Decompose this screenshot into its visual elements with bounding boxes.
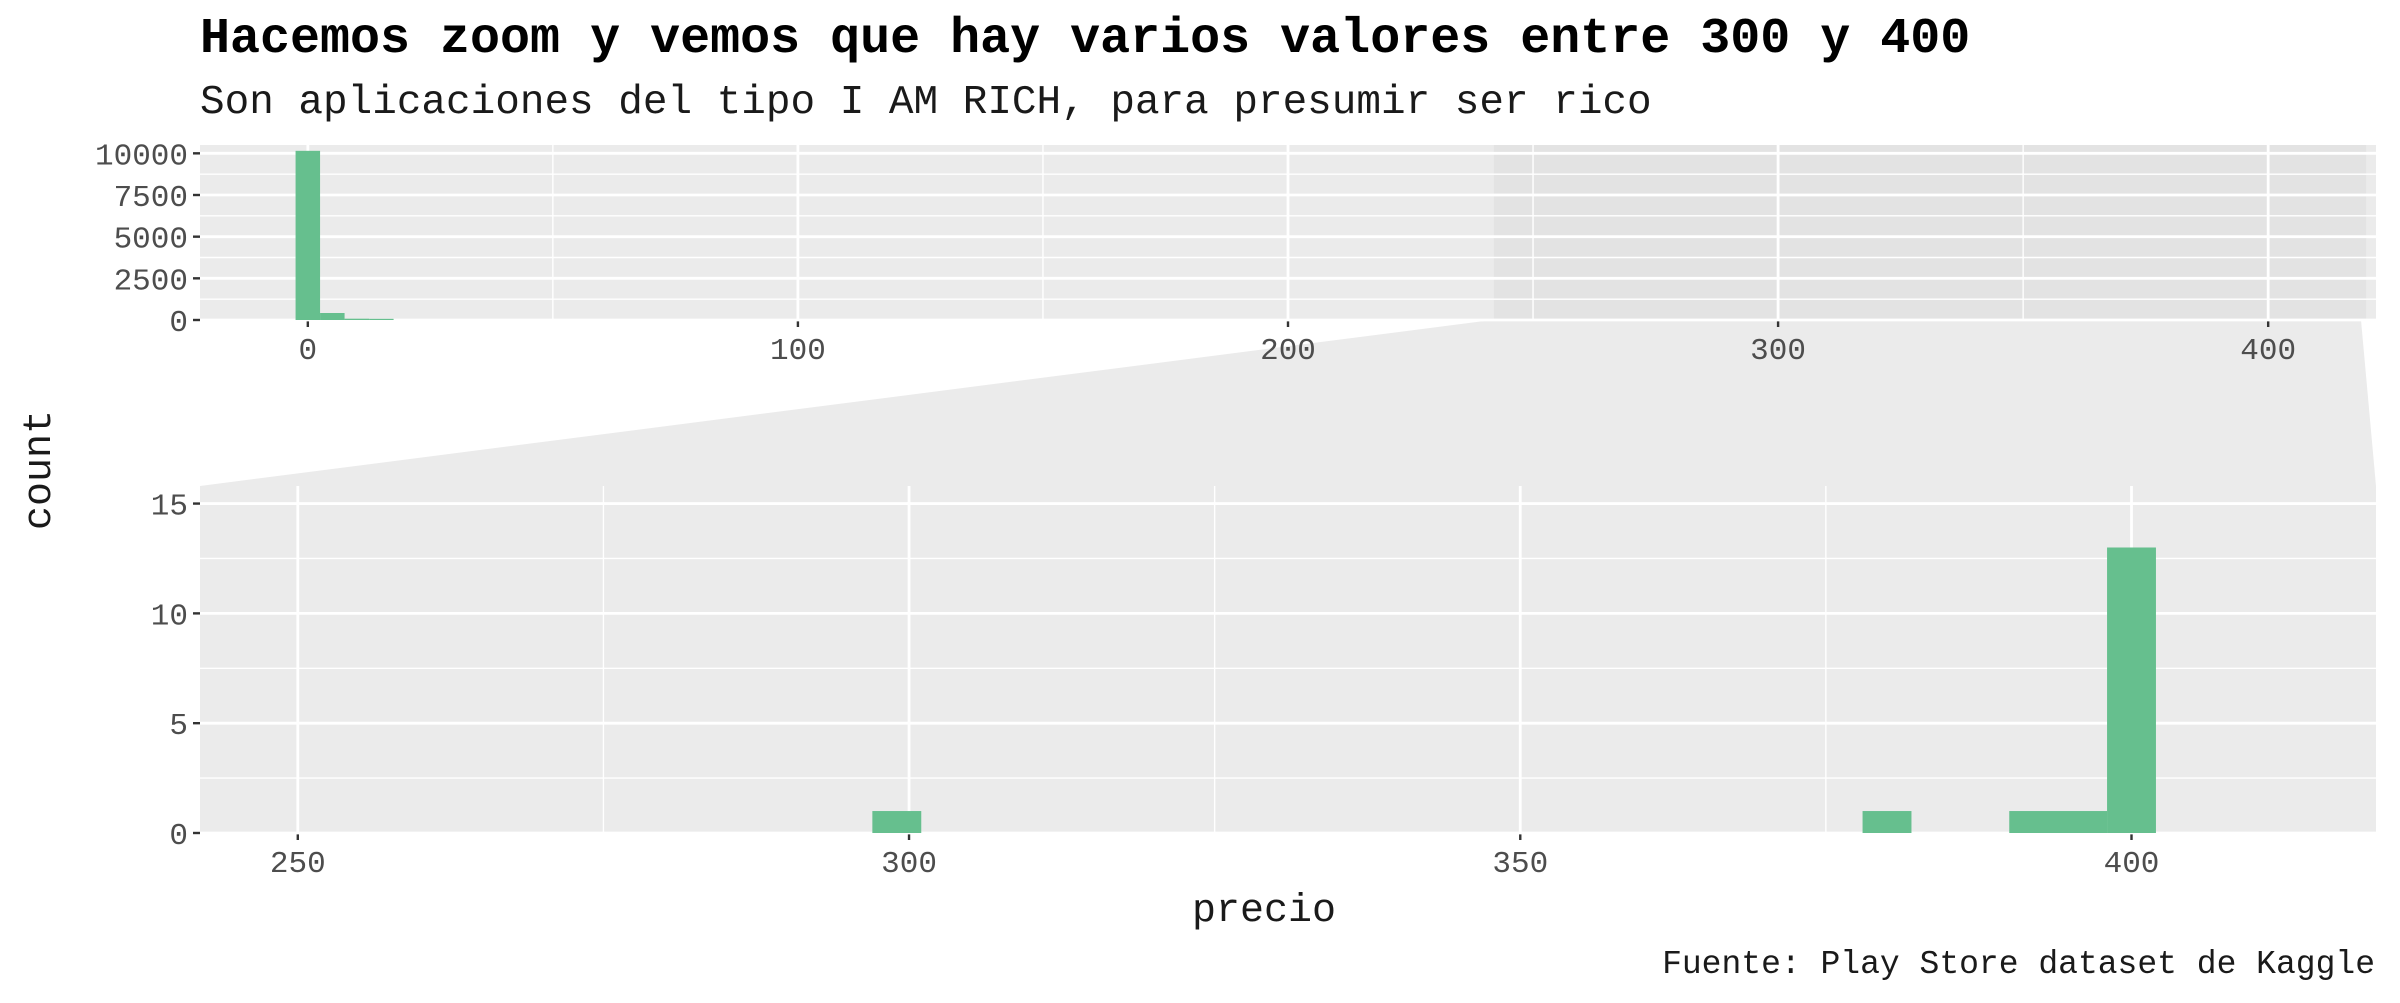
zoom-y-tick-label: 5 [169, 709, 188, 744]
zoom-bar [872, 811, 922, 833]
overview-x-tick-label: 300 [1750, 334, 1806, 369]
zoom-x-tick-label: 250 [270, 847, 326, 882]
zoom-x-tick-label: 300 [881, 847, 937, 882]
overview-zoom-highlight [1493, 145, 2367, 320]
zoom-connector [200, 320, 2376, 486]
overview-y-tick-label: 2500 [114, 264, 188, 299]
zoom-x-tick-label: 400 [2104, 847, 2160, 882]
chart-title: Hacemos zoom y vemos que hay varios valo… [200, 11, 1970, 68]
overview-y-tick-label: 10000 [95, 139, 188, 174]
zoom-panel: 250 300 350 400 0 5 10 15 [151, 486, 2376, 882]
overview-x-tick-label: 0 [299, 334, 318, 369]
zoom-bar [2107, 547, 2156, 833]
overview-bar [295, 150, 321, 320]
overview-y-tick-label: 5000 [114, 223, 188, 258]
chart-subtitle: Son aplicaciones del tipo I AM RICH, par… [200, 80, 1652, 126]
x-axis-title: precio [1192, 889, 1336, 934]
zoom-y-tick-label: 0 [169, 819, 188, 854]
overview-y-tick-label: 7500 [114, 181, 188, 216]
overview-x-tick-label: 200 [1260, 334, 1316, 369]
y-axis-title: count [18, 410, 63, 530]
zoom-x-tick-label: 350 [1492, 847, 1548, 882]
zoom-panel-background [200, 486, 2376, 833]
zoom-bar [2009, 811, 2108, 833]
overview-x-tick-label: 400 [2240, 334, 2296, 369]
zoom-y-tick-label: 15 [151, 490, 188, 525]
zoom-bar [1862, 811, 1912, 833]
overview-x-tick-label: 100 [770, 334, 826, 369]
overview-y-tick-label: 0 [169, 306, 188, 341]
overview-bar [320, 313, 345, 320]
overview-panel: 0 100 200 300 400 0 2500 5000 7500 10000 [95, 139, 2376, 369]
overview-bar [344, 318, 370, 320]
overview-bar [369, 318, 394, 320]
chart-caption: Fuente: Play Store dataset de Kaggle [1662, 946, 2375, 983]
zoom-y-tick-label: 10 [151, 599, 188, 634]
